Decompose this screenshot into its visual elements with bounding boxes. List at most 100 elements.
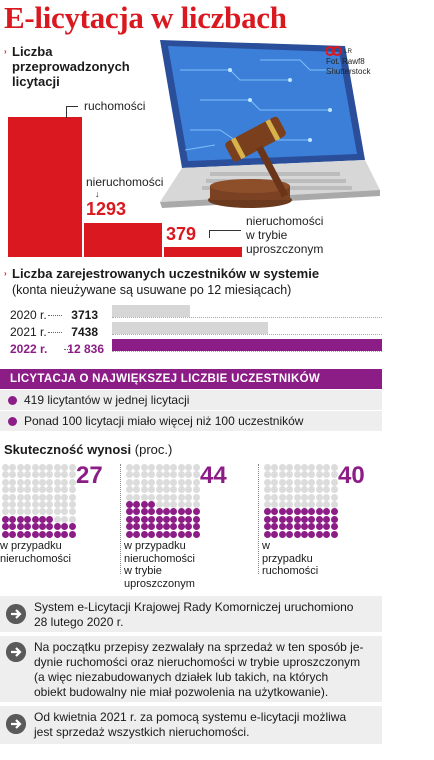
dot-filled [61, 530, 69, 538]
dot-empty [278, 464, 286, 471]
dot-filled [330, 530, 338, 538]
dot-empty [177, 493, 185, 501]
dot-empty [68, 471, 76, 479]
dot-empty [9, 501, 17, 508]
dot-empty [68, 515, 76, 523]
dot-empty [163, 471, 170, 479]
section1-heading-line: przeprowadzonych [12, 59, 130, 74]
dot-empty [170, 464, 178, 471]
dot-filled [39, 523, 46, 531]
dot-empty [2, 478, 9, 486]
label-line: w przypadku [124, 540, 186, 552]
dot-filled [271, 515, 279, 523]
dot-empty [155, 464, 163, 471]
dot-filled [177, 530, 185, 538]
dot-empty [68, 501, 76, 508]
dot-empty [68, 493, 76, 501]
dot-filled [323, 515, 331, 523]
dot-filled [163, 530, 170, 538]
dot-empty [61, 464, 69, 471]
dot-filled [192, 515, 200, 523]
dot-filled [9, 530, 17, 538]
dot-empty [31, 464, 39, 471]
dot-empty [140, 464, 148, 471]
dot-filled [278, 530, 286, 538]
dot-panel-label: w przypadku nieruchomości [0, 540, 71, 565]
dot-empty [308, 493, 316, 501]
dot-empty [31, 478, 39, 486]
bullet-dot-icon [8, 396, 17, 405]
dot-empty [24, 471, 32, 479]
dot-filled [24, 523, 32, 531]
dot-empty [315, 478, 323, 486]
dot-filled [177, 515, 185, 523]
dot-filled [126, 523, 133, 531]
label-line: w przypadku [0, 540, 62, 552]
value-label-uproszczony: 379 [166, 224, 197, 244]
dot-empty [308, 486, 316, 494]
section3-heading: LICYTACJA O NAJWIĘKSZEJ LICZBIE UCZESTNI… [0, 369, 382, 389]
dot-empty [315, 464, 323, 471]
dot-empty [9, 478, 17, 486]
dot-empty [278, 486, 286, 494]
dot-filled [264, 530, 271, 538]
dot-empty [286, 471, 294, 479]
dot-empty [16, 501, 24, 508]
dot-panel-label: w przypadku ruchomości [262, 540, 318, 578]
bar-track [112, 322, 382, 335]
dot-filled [301, 508, 308, 516]
dot-empty [330, 501, 338, 508]
dot-filled [264, 523, 271, 531]
dot-empty [192, 493, 200, 501]
dot-filled [286, 515, 294, 523]
dot-filled [192, 508, 200, 516]
dot-empty [16, 464, 24, 471]
dot-empty [185, 464, 193, 471]
dot-empty [293, 486, 301, 494]
dot-filled [2, 515, 9, 523]
dot-empty [293, 464, 301, 471]
year-label: 2020 r. [10, 308, 47, 322]
note-line: Na początku przepisy zezwalały na sprzed… [34, 640, 364, 654]
percent-value: 27 [76, 462, 103, 489]
dot-empty [140, 478, 148, 486]
dot-empty [46, 471, 54, 479]
dot-empty [163, 493, 170, 501]
dot-filled [155, 515, 163, 523]
dot-filled [126, 508, 133, 516]
dot-filled [293, 515, 301, 523]
dot-empty [163, 464, 170, 471]
dot-filled [9, 523, 17, 531]
dot-filled [16, 523, 24, 531]
dot-empty [24, 478, 32, 486]
dot-empty [323, 486, 331, 494]
dot-empty [24, 508, 32, 516]
dot-empty [264, 471, 271, 479]
dot-empty [31, 486, 39, 494]
dot-filled [24, 515, 32, 523]
photo-credit: LR Fot. Rawf8 Shutterstock [326, 46, 370, 77]
dot-empty [170, 486, 178, 494]
divider [258, 464, 259, 574]
dot-empty [271, 478, 279, 486]
dot-empty [68, 464, 76, 471]
dot-empty [61, 515, 69, 523]
dot-empty [170, 478, 178, 486]
dot-filled [155, 523, 163, 531]
label-line: w trybie [246, 228, 288, 242]
leader-line [66, 106, 78, 118]
dot-empty [264, 486, 271, 494]
info-item-text: 419 licytantów w jednej licytacji [24, 393, 190, 407]
dot-empty [140, 486, 148, 494]
dot-empty [31, 501, 39, 508]
dot-empty [163, 478, 170, 486]
leader-dots [48, 325, 62, 333]
dot-filled [330, 515, 338, 523]
dot-empty [330, 493, 338, 501]
dot-empty [68, 508, 76, 516]
section1-heading: › Liczba przeprowadzonych licytacji [4, 44, 130, 89]
dot-empty [2, 471, 9, 479]
dot-filled [133, 530, 141, 538]
dot-filled [155, 508, 163, 516]
dot-empty [2, 464, 9, 471]
